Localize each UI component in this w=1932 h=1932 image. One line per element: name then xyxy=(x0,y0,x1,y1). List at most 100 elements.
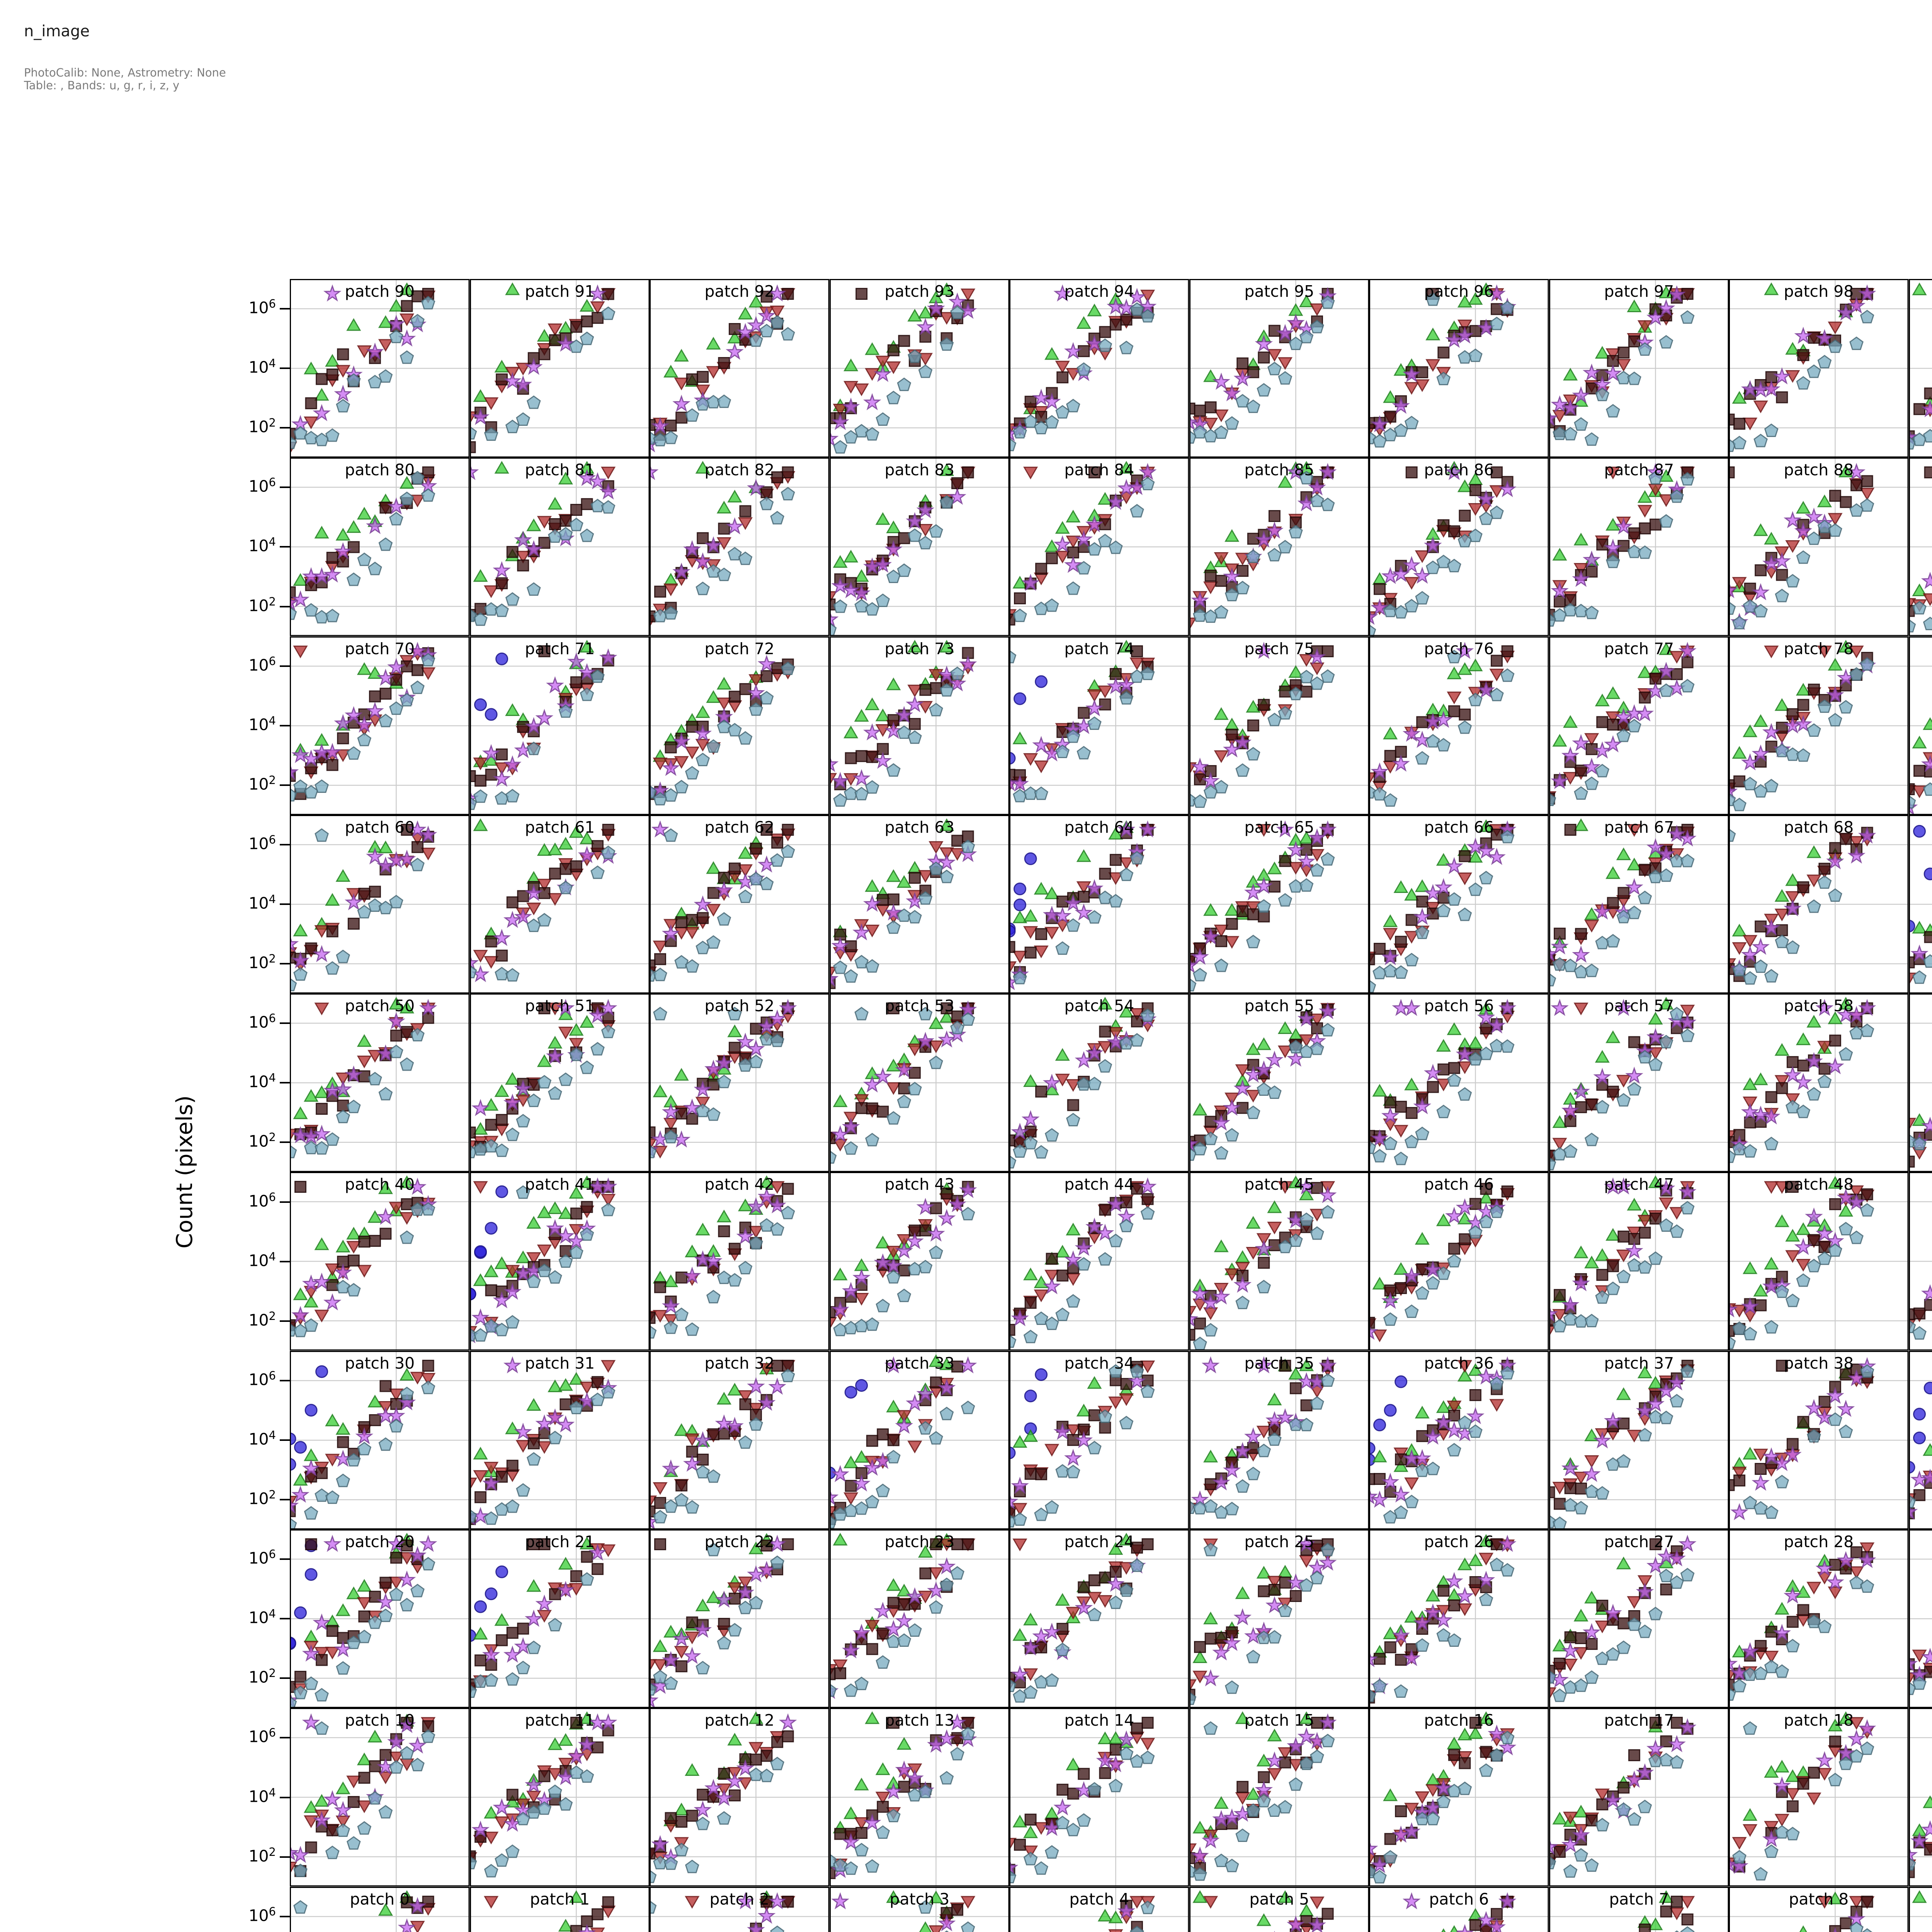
subplot-title: patch 58 xyxy=(1784,997,1854,1015)
subplot-border xyxy=(1729,1350,1909,1530)
band-y-points xyxy=(650,1757,784,1883)
subplot-border xyxy=(1549,1172,1729,1351)
band-i-points xyxy=(1908,466,1932,617)
band-y-points xyxy=(1189,1543,1335,1705)
subplot-title: patch 50 xyxy=(345,997,415,1015)
band-z-points xyxy=(831,1181,977,1318)
band-y-points xyxy=(1189,669,1335,808)
band-g-points xyxy=(1192,1890,1314,1926)
subplot-title: patch 70 xyxy=(345,639,415,658)
band-z-points xyxy=(1730,826,1876,977)
subplot-border xyxy=(1729,993,1909,1172)
subplot-title: patch 84 xyxy=(1064,461,1134,479)
subplot-patch-8: patch 8 xyxy=(1729,1886,1909,1932)
subplot-title: patch 55 xyxy=(1244,997,1314,1015)
subplot-patch-44: patch 44 xyxy=(1009,1172,1189,1351)
subplot-title: patch 72 xyxy=(704,639,774,658)
subplot-title: patch 35 xyxy=(1244,1354,1314,1372)
band-y-points xyxy=(1729,1023,1874,1163)
subplot-border xyxy=(829,1708,1009,1887)
y-tick-mark xyxy=(280,1379,290,1381)
subplot-patch-20: patch 20 xyxy=(290,1529,470,1708)
y-tick-mark xyxy=(280,427,290,429)
subplot-border xyxy=(290,1708,470,1887)
band-g-points xyxy=(1912,717,1932,748)
y-tick-label: 106 xyxy=(248,654,276,675)
y-tick-label: 106 xyxy=(248,297,276,317)
band-z-points xyxy=(1381,820,1517,965)
band-z-points xyxy=(1190,641,1326,789)
subplot-title: patch 95 xyxy=(1244,282,1314,301)
band-u-points xyxy=(1908,825,1932,932)
subplot-title: patch 68 xyxy=(1784,818,1854,837)
subplot-border xyxy=(1369,457,1549,636)
subplot-title: patch 14 xyxy=(1064,1711,1134,1730)
subplot-patch-45: patch 45 xyxy=(1189,1172,1369,1351)
band-y-points xyxy=(829,1727,975,1875)
y-tick-label: 106 xyxy=(248,1548,276,1568)
subplot-patch-77: patch 77 xyxy=(1549,636,1729,815)
subplot-border xyxy=(1908,993,1932,1172)
subplot-title: patch 61 xyxy=(525,818,595,837)
band-y-points xyxy=(1729,498,1874,630)
subplot-title: patch 86 xyxy=(1424,461,1494,479)
band-z-points xyxy=(831,1892,956,1931)
y-tick-mark xyxy=(280,963,290,965)
band-y-points xyxy=(1192,1205,1335,1350)
band-i-points xyxy=(485,823,614,962)
band-y-points xyxy=(650,1900,784,1932)
band-y-points xyxy=(1908,1494,1916,1508)
band-y-points xyxy=(1908,782,1932,809)
subplot-border xyxy=(829,636,1009,815)
subplot-title: patch 45 xyxy=(1244,1175,1314,1194)
subplot-border xyxy=(829,815,1009,994)
subplot-title: patch 1 xyxy=(530,1890,590,1908)
band-i-points xyxy=(650,1730,794,1860)
subplot-border xyxy=(469,279,650,458)
subplot-border xyxy=(650,993,830,1172)
subplot-border xyxy=(290,279,470,458)
band-y-points xyxy=(1013,477,1155,622)
band-y-points xyxy=(1369,505,1504,636)
subplot-border xyxy=(1549,1529,1729,1708)
band-r-points xyxy=(1669,1896,1695,1920)
subplot-border xyxy=(650,1350,830,1530)
subplot-border xyxy=(290,1172,470,1351)
band-y-points xyxy=(293,1721,435,1878)
subplot-patch-48: patch 48 xyxy=(1729,1172,1909,1351)
band-y-points xyxy=(290,1557,435,1708)
subplot-patch-91: patch 91 xyxy=(469,279,650,458)
band-y-points xyxy=(293,1900,308,1914)
band-y-points xyxy=(650,1543,784,1696)
y-tick-mark xyxy=(280,1141,290,1143)
subplot-title: patch 7 xyxy=(1609,1890,1669,1908)
subplot-title: patch 26 xyxy=(1424,1532,1494,1551)
subplot-patch-65: patch 65 xyxy=(1189,815,1369,994)
subplot-border xyxy=(1729,1172,1909,1351)
subplot-patch-10: patch 10 xyxy=(290,1708,470,1887)
band-y-points xyxy=(1009,1008,1155,1169)
subplot-title: patch 56 xyxy=(1424,997,1494,1015)
subplot-title: patch 17 xyxy=(1604,1711,1674,1730)
band-y-points xyxy=(653,1368,795,1524)
band-y-points xyxy=(833,1207,975,1337)
subplot-patch-30: patch 30 xyxy=(290,1350,470,1530)
subplot-border xyxy=(1549,457,1729,636)
subplot-title: patch 2 xyxy=(709,1890,769,1908)
subplot-patch-85: patch 85 xyxy=(1189,457,1369,636)
band-y-points xyxy=(1383,1204,1504,1326)
band-g-points xyxy=(1742,1711,1854,1821)
subplot-grid: patch 90 patch 91 patch 92 patch 93 patch 94… xyxy=(290,279,1932,1932)
band-u-points xyxy=(1009,852,1037,938)
y-tick-label: 106 xyxy=(248,833,276,853)
subplot-title: patch 94 xyxy=(1064,282,1134,301)
subplot-patch-43: patch 43 xyxy=(829,1172,1009,1351)
subplot-patch-46: patch 46 xyxy=(1369,1172,1549,1351)
subplot-title: patch 60 xyxy=(345,818,415,837)
band-y-points xyxy=(650,828,795,982)
subplot-title: patch 93 xyxy=(884,282,954,301)
band-y-points xyxy=(1729,657,1874,811)
subplot-border xyxy=(650,1529,830,1708)
band-y-points xyxy=(829,1400,975,1529)
band-y-points xyxy=(650,315,795,447)
